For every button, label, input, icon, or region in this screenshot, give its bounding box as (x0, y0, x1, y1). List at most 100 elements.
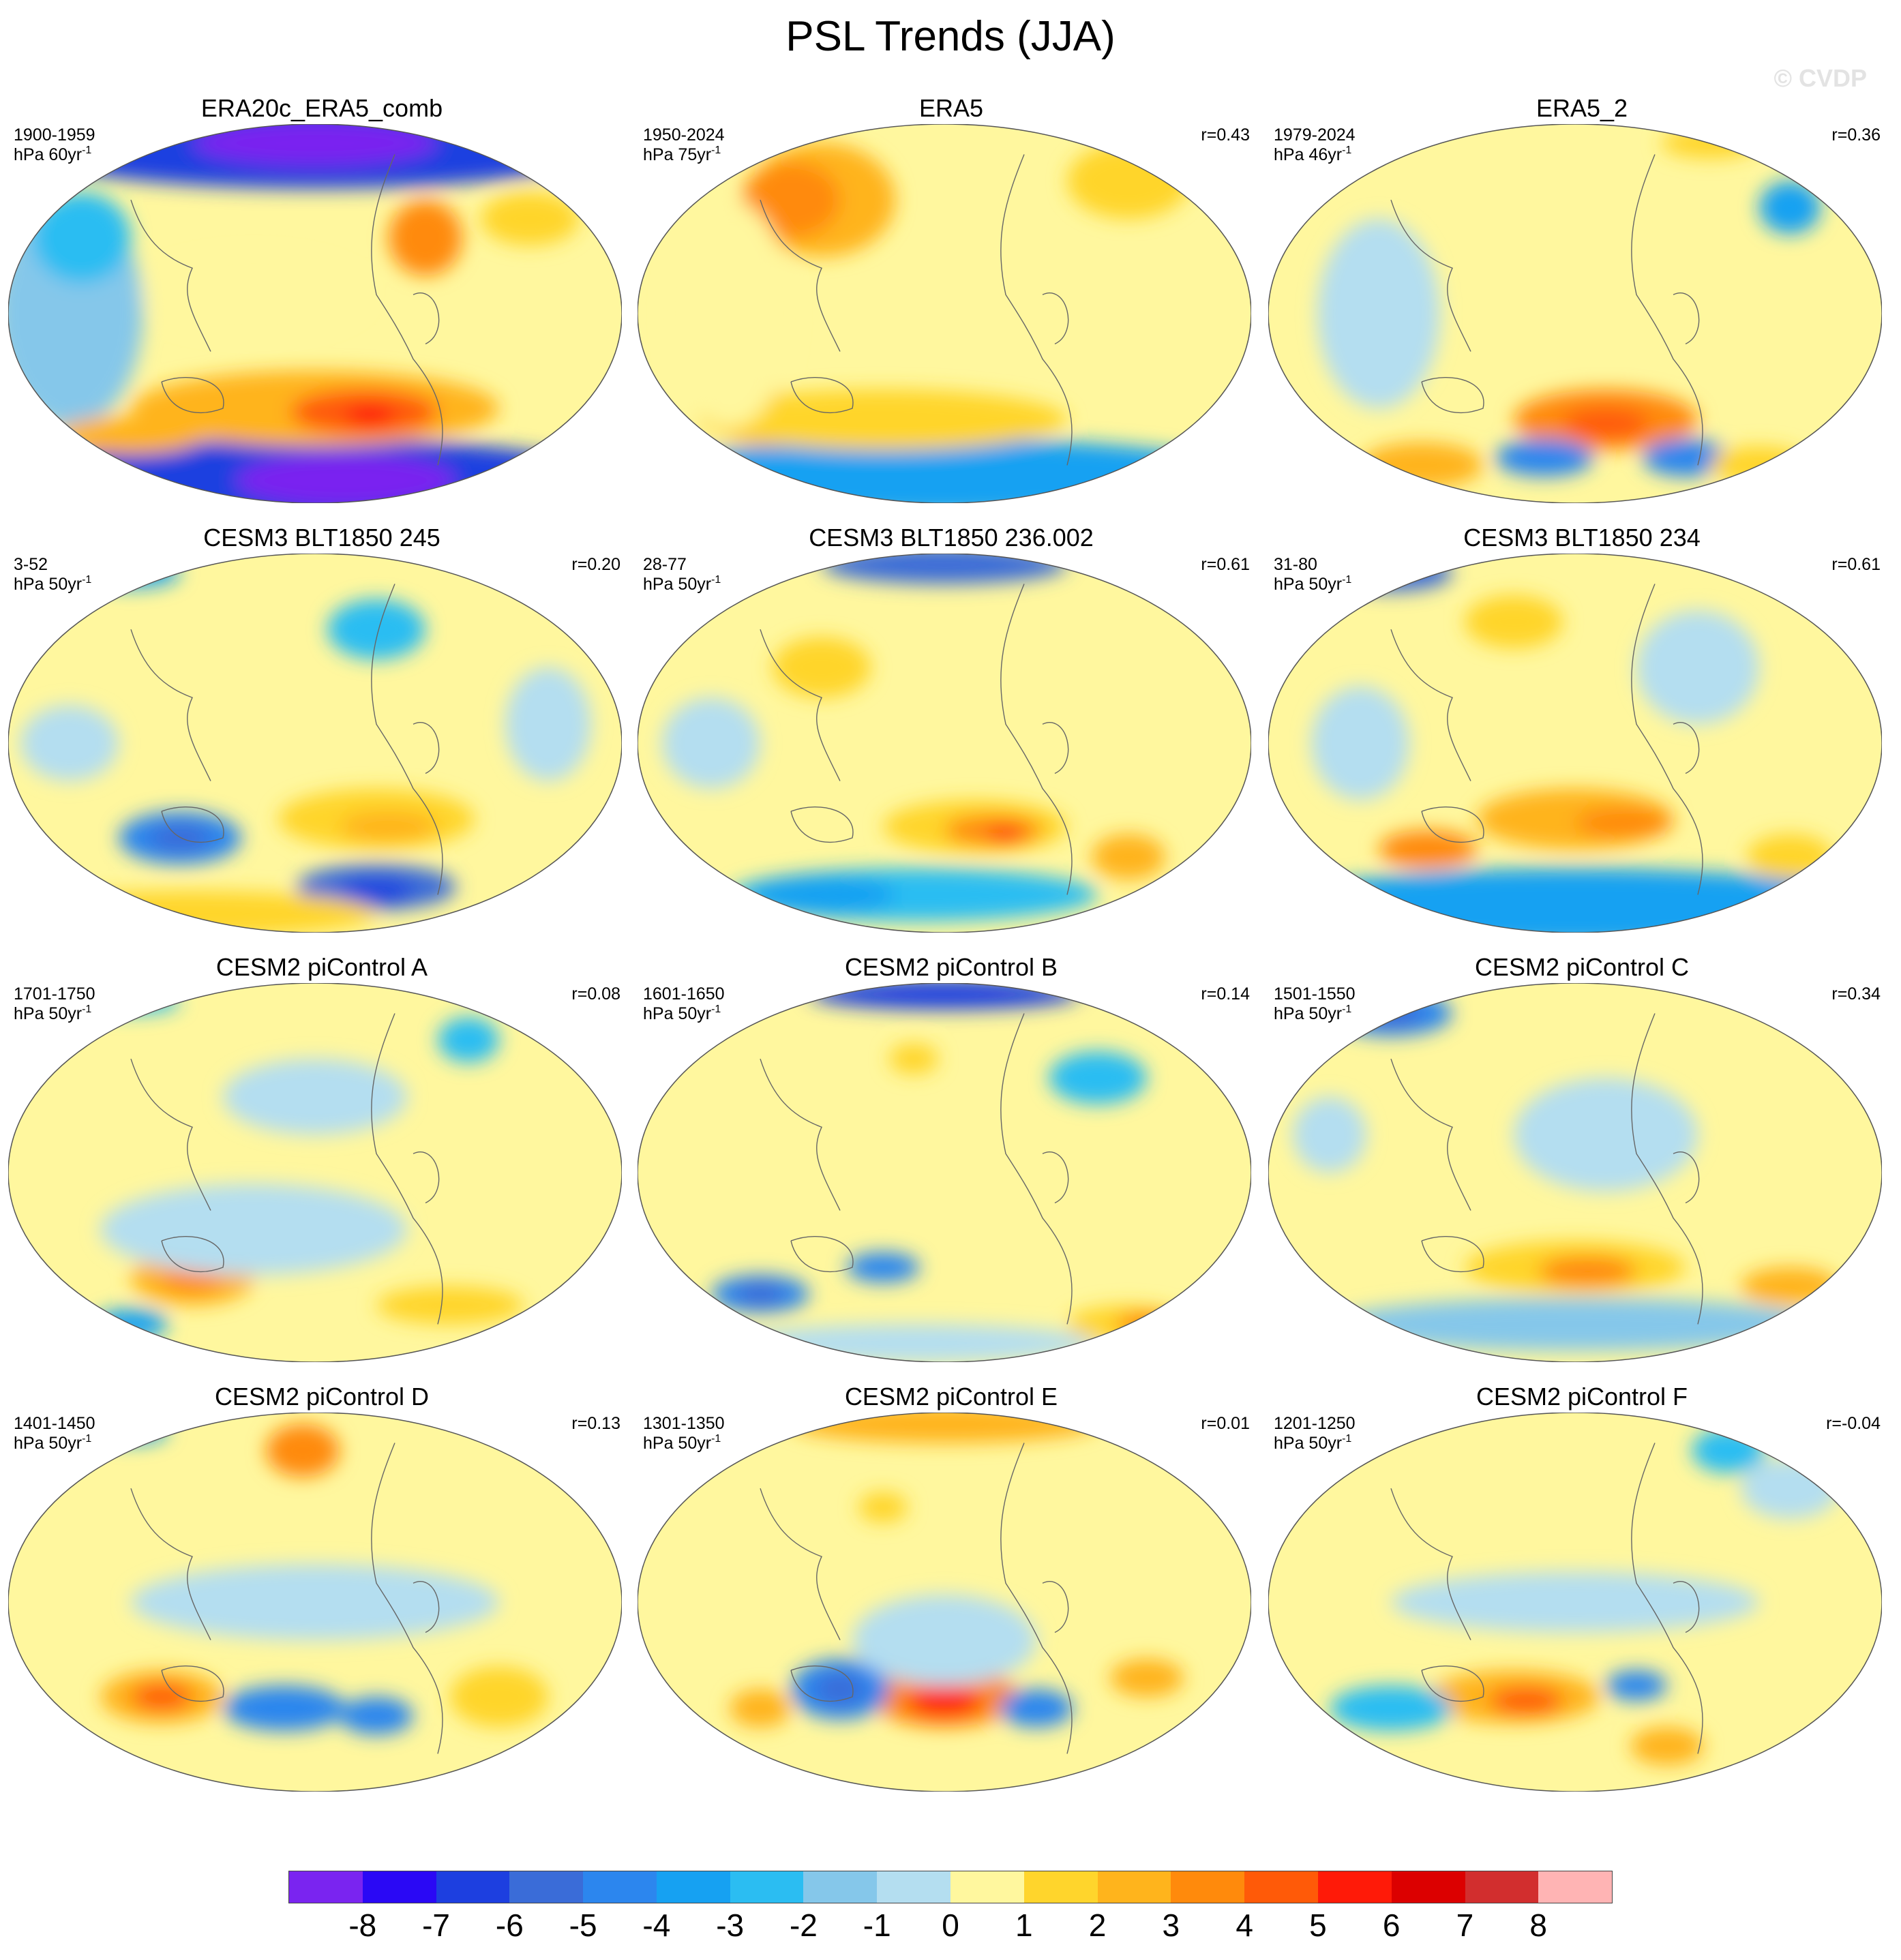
trend-anomaly-region (57, 416, 205, 454)
map-outline (1268, 1413, 1882, 1792)
trend-anomaly-region (1489, 1687, 1563, 1715)
panel-units: hPa 50yr (1274, 575, 1343, 594)
trend-map (8, 554, 622, 933)
trend-anomaly-region (846, 1252, 920, 1283)
trend-map (1268, 124, 1882, 503)
panel-title: CESM3 BLT1850 236.002 (809, 524, 1094, 552)
trend-map (638, 983, 1251, 1362)
panel-units-exponent: -1 (711, 145, 721, 156)
panel-period-units: 31-80 hPa 50yr-1 (1274, 555, 1351, 594)
panel-period-units: 28-77 hPa 50yr-1 (643, 555, 721, 594)
trend-anomaly-region (192, 124, 438, 166)
panel-units-exponent: -1 (82, 1433, 92, 1445)
trend-anomaly-region (223, 1685, 346, 1732)
trend-anomaly-region (235, 453, 456, 503)
coastline (1390, 154, 1703, 466)
panel-units: hPa 50yr (14, 1004, 83, 1023)
trend-anomaly-region (858, 1492, 908, 1523)
map-outline (8, 983, 622, 1362)
trend-map (8, 983, 622, 1362)
trend-anomaly-region (1360, 442, 1483, 488)
coastline (760, 1013, 1073, 1325)
copyright-label: © CVDP (1773, 64, 1867, 92)
trend-anomaly-region (131, 1564, 499, 1640)
panel-period-units: 1501-1550 hPa 50yr-1 (1274, 984, 1356, 1024)
trend-anomaly-region (1116, 1312, 1178, 1336)
panel-units: hPa 50yr (1274, 1434, 1343, 1453)
map-outline (8, 1413, 622, 1792)
colorbar-tick-label: -5 (569, 1908, 597, 1943)
trend-map (1268, 1413, 1882, 1792)
colorbar-swatch (1023, 1871, 1098, 1903)
trend-anomaly-region (1360, 1000, 1422, 1027)
panel-title: CESM3 BLT1850 234 (1463, 524, 1701, 552)
panel-period: 1601-1650 (643, 984, 725, 1004)
panel-correlation: r=0.01 (1201, 1414, 1250, 1433)
trend-map (638, 124, 1251, 503)
trend-anomaly-region (340, 879, 413, 903)
panel-title: CESM2 piControl D (214, 1383, 430, 1411)
map-outline (1268, 983, 1882, 1362)
coastline (130, 1013, 443, 1325)
trend-map (638, 554, 1251, 933)
panel-title: CESM2 piControl F (1476, 1383, 1688, 1411)
colorbar-swatch (656, 1871, 730, 1903)
trend-anomaly-region (149, 824, 211, 851)
map-panel: CESM2 piControl A 1701-1750 hPa 50yr-1 r=0.… (8, 953, 635, 1376)
colorbar-swatch (1097, 1871, 1171, 1903)
panel-units-exponent: -1 (1342, 574, 1352, 586)
trend-anomaly-region (1379, 830, 1477, 869)
trend-map (8, 124, 622, 503)
trend-anomaly-region (748, 875, 895, 914)
trend-anomaly-region (730, 1324, 1098, 1362)
panel-units: hPa 60yr (14, 145, 83, 164)
panel-correlation: r=0.13 (571, 1414, 620, 1433)
panel-period: 31-80 (1274, 555, 1317, 574)
trend-anomaly-region (1741, 1267, 1839, 1306)
trend-anomaly-region (662, 697, 760, 789)
colorbar-tick-label: -3 (716, 1908, 745, 1943)
coastline (130, 584, 443, 895)
panel-units: hPa 50yr (14, 575, 83, 594)
panel-units: hPa 50yr (643, 575, 712, 594)
trend-anomaly-region (33, 192, 131, 284)
trend-anomaly-region (20, 705, 119, 781)
trend-anomaly-region (1643, 438, 1728, 477)
map-panel: ERA5_2 1979-2024 hPa 46yr-1 r=0.36 (1268, 94, 1896, 517)
panel-correlation: r=0.14 (1201, 984, 1250, 1004)
colorbar-swatch (583, 1871, 657, 1903)
panel-period: 1950-2024 (643, 125, 725, 145)
trend-map (1268, 983, 1882, 1362)
trend-anomaly-region (1330, 1297, 1821, 1351)
panel-period-units: 1701-1750 hPa 50yr-1 (14, 984, 95, 1024)
trend-anomaly-region (1000, 1689, 1073, 1728)
map-outline (638, 983, 1251, 1362)
colorbar-swatch (1391, 1871, 1465, 1903)
trend-anomaly-region (450, 1666, 548, 1728)
colorbar-tick-label: -7 (422, 1908, 450, 1943)
trend-anomaly-region (1317, 219, 1440, 408)
panel-title: CESM2 piControl E (844, 1383, 1058, 1411)
map-panel: CESM2 piControl B 1601-1650 hPa 50yr-1 r=0.… (638, 953, 1265, 1376)
map-panel: CESM2 piControl E 1301-1350 hPa 50yr-1 r=0.… (638, 1383, 1265, 1805)
panel-units-exponent: -1 (82, 574, 92, 586)
map-panel: CESM2 piControl C 1501-1550 hPa 50yr-1 r=0.… (1268, 953, 1896, 1376)
panel-title: CESM2 piControl C (1474, 953, 1690, 981)
map-panel: CESM3 BLT1850 245 3-52 hPa 50yr-1 r=0.20 (8, 524, 635, 946)
trend-anomaly-region (1606, 1670, 1667, 1701)
colorbar-tick-label: 6 (1382, 1908, 1401, 1943)
panel-units-exponent: -1 (1342, 1004, 1352, 1015)
colorbar-swatch (1317, 1871, 1392, 1903)
colorbar-swatch (1465, 1871, 1539, 1903)
trend-anomaly-region (742, 162, 840, 238)
map-panel: ERA20c_ERA5_comb 1900-1959 hPa 60yr-1 (8, 94, 635, 517)
map-outline (638, 1413, 1251, 1792)
trend-anomaly-region (346, 404, 395, 427)
colorbar-swatch (730, 1871, 804, 1903)
trend-anomaly-region (1563, 408, 1649, 439)
trend-anomaly-region (1293, 1096, 1366, 1173)
figure-title: PSL Trends (JJA) (785, 13, 1116, 60)
trend-anomaly-region (1330, 554, 1452, 592)
trend-anomaly-region (1092, 834, 1165, 880)
trend-anomaly-region (1630, 1727, 1704, 1766)
